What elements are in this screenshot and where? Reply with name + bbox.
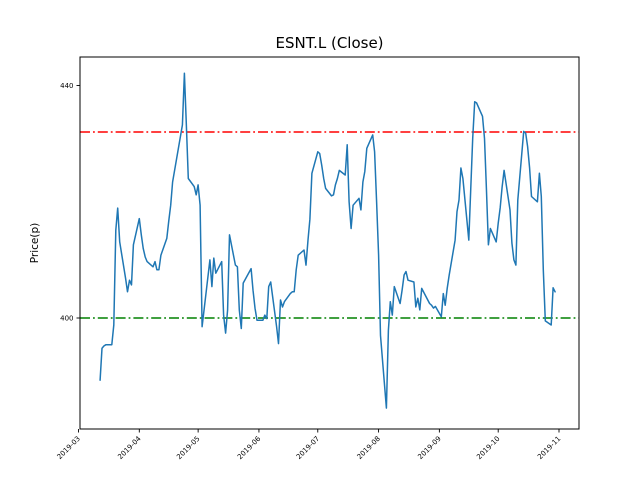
price-line [99, 72, 556, 409]
x-tick-label: 2019-07 [295, 435, 321, 461]
x-tick-label: 2019-05 [175, 435, 201, 461]
y-axis-label: Price(p) [29, 223, 41, 263]
x-tick-label: 2019-06 [236, 434, 263, 461]
y-tick-label: 400 [60, 315, 73, 323]
plot-area: 2019-03 2019-04 2019-05 2019-06 2019-07 2019-… [56, 72, 579, 461]
x-tick-label: 2019-10 [475, 435, 501, 461]
y-tick-label: 440 [60, 82, 73, 90]
axes-frame [79, 56, 580, 430]
x-tick-label: 2019-03 [56, 435, 82, 461]
x-tick-label: 2019-09 [416, 435, 442, 461]
chart-title: ESNT.L (Close) [275, 34, 383, 52]
x-tick-label: 2019-08 [356, 435, 382, 461]
x-tick-label: 2019-04 [116, 434, 143, 461]
x-tick-label: 2019-11 [536, 435, 562, 461]
